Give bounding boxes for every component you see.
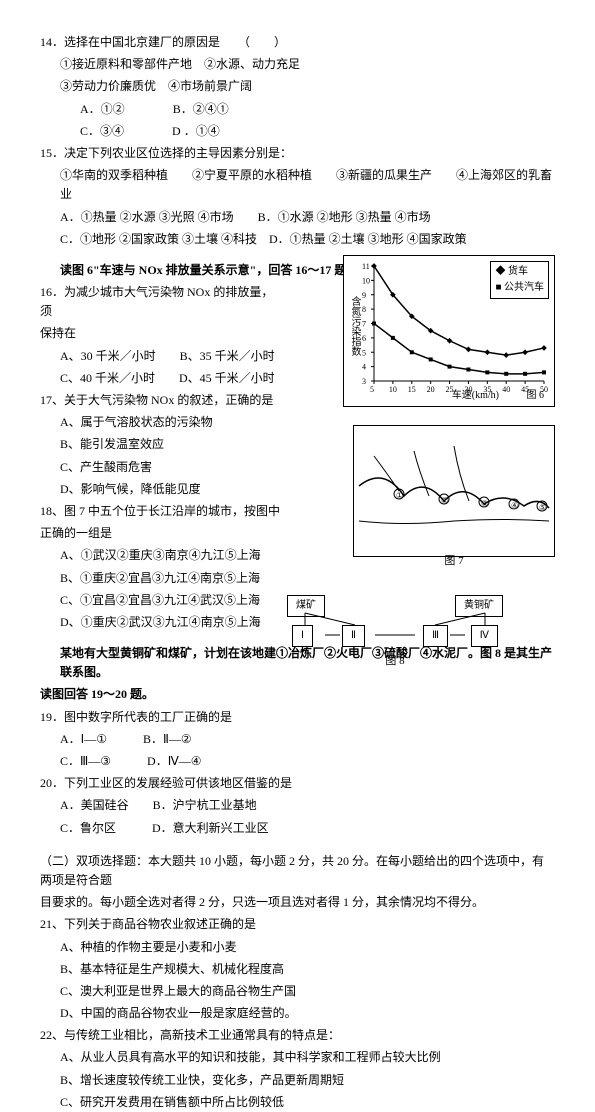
section2-header-b: 目要求的。每小题全选对者得 2 分，只选一项且选对者得 1 分，其余情况均不得分… [40,893,555,912]
c8-b4: Ⅳ [471,625,498,647]
svg-text:5: 5 [362,348,366,357]
chart6-xlabel: 车速(km/h) [452,388,499,404]
q14-choice-row2: C．③④ D ．①④ [40,122,555,141]
svg-text:4: 4 [362,363,366,372]
svg-text:5: 5 [370,385,374,394]
chart6-ylabel: 含氮污染指数 [346,296,362,356]
c-a: A．①② [80,102,125,116]
svg-text:11: 11 [362,262,370,271]
chart7-box: ① ② ③ ④ ⑤ 图 7 [353,425,555,557]
q15-rowC: C．①地形 ②国家政策 ③土壤 ④科技 D．①热量 ②土壤 ③地形 ④国家政策 [40,230,555,249]
q22-c: C、研究开发费用在销售额中所占比例较低 [40,1093,555,1112]
q15-stem: 15．决定下列农业区位选择的主导因素分别是： [40,144,555,163]
svg-text:①: ① [396,491,403,500]
svg-text:8: 8 [362,305,366,314]
q20-c: C．鲁尔区 D．意大利新兴工业区 [40,819,555,838]
svg-text:④: ④ [511,501,518,510]
svg-text:10: 10 [389,385,397,394]
legend-1: ◆ 货车 [495,264,544,280]
svg-text:20: 20 [427,385,435,394]
q21-b: B、基本特征是生产规模大、机械化程度高 [40,960,555,979]
c8-b2: Ⅱ [342,625,365,647]
q15-rowA: A．①热量 ②水源 ③光照 ④市场 B．①水源 ②地形 ③热量 ④市场 [40,208,555,227]
q14-stem: 14．选择在中国北京建厂的原因是 （ ） [40,33,555,52]
t: 16．为减少城市大气污染物 NOx 的排放量， [40,285,273,299]
c-b: B．②④① [173,102,229,116]
svg-text:40: 40 [502,385,510,394]
svg-text:3: 3 [362,377,366,386]
q21-a: A、种植的作物主要是小麦和小麦 [40,938,555,957]
q15-line2: ①华南的双季稻种植 ②宁夏平原的水稻种植 ③新疆的瓜果生产 ④上海郊区的乳畜业 [40,166,555,204]
text: 14．选择在中国北京建厂的原因是 [40,35,220,49]
svg-text:10: 10 [362,276,370,285]
c-d: D ．①④ [172,124,220,138]
q19-stem: 19．图中数字所代表的工厂正确的是 [40,708,555,727]
fig8-intro2: 读图回答 19～20 题。 [40,685,555,704]
q21-d: D、中国的商品谷物农业一般是家庭经营的。 [40,1004,555,1023]
chart6-box: 34567891011 5101520253035404550 ◆ 货车 ■ 公… [343,255,555,407]
chart7-svg: ① ② ③ ④ ⑤ [354,426,554,541]
q22-a: A、从业人员具有高水平的知识和技能，其中科学家和工程师占较大比例 [40,1048,555,1067]
legend-2: ■ 公共汽车 [495,280,544,296]
chart8-title: 图 8 [285,653,505,671]
t: 18、图 7 中五个位于长江沿岸的城市，按图中 [40,504,280,518]
q22-b: B、增长速度较传统工业快，变化多，产品更新周期短 [40,1071,555,1090]
svg-text:7: 7 [362,320,366,329]
svg-text:⑤: ⑤ [539,503,546,512]
svg-text:15: 15 [408,385,416,394]
l1: 货车 [508,266,528,277]
l2: 公共汽车 [504,282,544,293]
q21-stem: 21、下列关于商品谷物农业叙述正确的是 [40,915,555,934]
q21-c: C、澳大利亚是世界上最大的商品谷物生产国 [40,982,555,1001]
q18-b: B、①重庆②宜昌③九江④南京⑤上海 [40,569,555,588]
q20-stem: 20．下列工业区的发展经验可供该地区借鉴的是 [40,774,555,793]
c8-b1: Ⅰ [292,625,313,647]
q20-a: A．美国硅谷 B．沪宁杭工业基地 [40,796,555,815]
c-c: C．③④ [80,124,124,138]
svg-text:②: ② [441,496,448,505]
q19-c: C．Ⅲ—③ D．Ⅳ—④ [40,752,555,771]
q14-opt2: ③劳动力价廉质优 ④市场前景广阔 [40,77,555,96]
c8-b3: Ⅲ [423,625,448,647]
svg-text:③: ③ [481,499,488,508]
chart6-title: 图 6 [527,388,545,404]
q19-a: A．Ⅰ—① B．Ⅱ—② [40,730,555,749]
chart6-legend: ◆ 货车 ■ 公共汽车 [490,261,549,299]
chart7-title: 图 7 [354,553,554,571]
chart8-box: 煤矿 黄铜矿 Ⅰ Ⅱ Ⅲ Ⅳ 图 8 [285,595,505,665]
c8-left: 煤矿 [287,595,325,617]
paren: （ ） [244,35,286,49]
svg-text:9: 9 [362,291,366,300]
q22-stem: 22、与传统工业相比，高新技术工业通常具有的特点是： [40,1026,555,1045]
section2-header: （二）双项选择题：本大题共 10 小题，每小题 2 分，共 20 分。在每小题给… [40,852,555,890]
c8-right: 黄铜矿 [455,595,503,617]
svg-text:6: 6 [362,334,366,343]
q14-opt1: ①接近原料和零部件产地 ②水源、动力充足 [40,55,555,74]
q14-choice-row1: A．①② B．②④① [40,100,555,119]
